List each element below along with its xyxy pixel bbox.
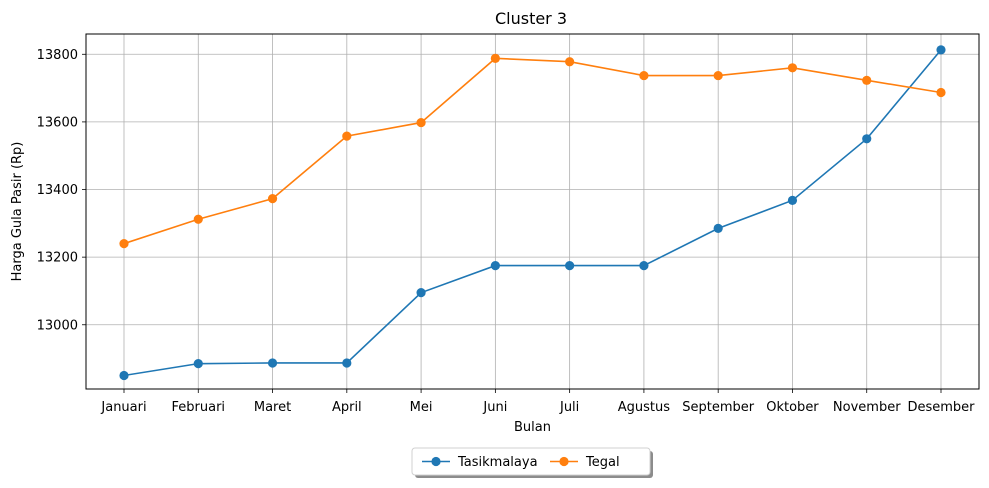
y-axis-label: Harga Gula Pasir (Rp) [10, 142, 25, 282]
data-point [565, 260, 575, 271]
x-tick-label: Oktober [766, 400, 819, 415]
series-tegal [119, 53, 946, 249]
x-tick-label: Mei [410, 400, 433, 415]
data-point [639, 70, 649, 81]
legend-box [411, 447, 651, 476]
data-point [119, 370, 129, 381]
x-tick-label: Juli [559, 400, 579, 415]
x-tick-label: September [682, 400, 755, 415]
y-tick-label: 13400 [37, 183, 78, 198]
data-point [119, 239, 129, 249]
data-point [267, 358, 278, 368]
grid-layer [86, 34, 979, 389]
legend-swatch-marker [431, 456, 441, 467]
legend-label: Tasikmalaya [457, 455, 538, 470]
series-layer [119, 45, 946, 381]
data-point [713, 70, 723, 81]
x-tick-label: November [833, 400, 901, 415]
data-point [862, 134, 872, 144]
data-point [490, 260, 500, 271]
x-tick-label: Juni [482, 400, 507, 415]
data-point [639, 260, 649, 271]
x-tick-label: Maret [254, 400, 291, 415]
series-line [123, 49, 942, 377]
data-point [713, 223, 723, 234]
data-point [936, 45, 946, 55]
legend-swatch-marker [559, 456, 569, 467]
legend: Tasikmalaya Tegal [411, 447, 653, 478]
legend-label: Tegal [585, 455, 620, 470]
data-point [342, 358, 352, 368]
plot-area-frame [85, 33, 980, 390]
chart-title: Cluster 3 [495, 9, 567, 28]
y-tick-label: 13800 [37, 48, 78, 63]
data-point [342, 131, 352, 141]
data-point [936, 87, 946, 98]
data-point [862, 75, 872, 85]
y-tick-label: 13200 [37, 251, 78, 266]
data-point [787, 195, 798, 205]
series-tasikmalaya [119, 45, 946, 381]
data-point [416, 288, 426, 298]
x-tick-label: Januari [100, 400, 146, 415]
axis-layer: Januari Februari Maret April Mei Juni Juli Agus… [37, 48, 976, 415]
data-point [267, 194, 278, 204]
y-tick-label: 13000 [37, 318, 78, 333]
data-point [416, 117, 426, 128]
y-tick-label: 13600 [37, 115, 78, 130]
x-tick-label: April [332, 400, 362, 415]
x-tick-label: Februari [172, 400, 226, 415]
series-line [123, 57, 942, 245]
x-axis-label: Bulan [514, 420, 551, 435]
data-point [565, 57, 575, 67]
data-point [490, 53, 500, 63]
data-point [193, 359, 203, 369]
data-point [193, 214, 203, 224]
x-tick-label: Desember [907, 400, 975, 415]
x-tick-label: Agustus [618, 400, 670, 415]
data-point [787, 63, 798, 73]
